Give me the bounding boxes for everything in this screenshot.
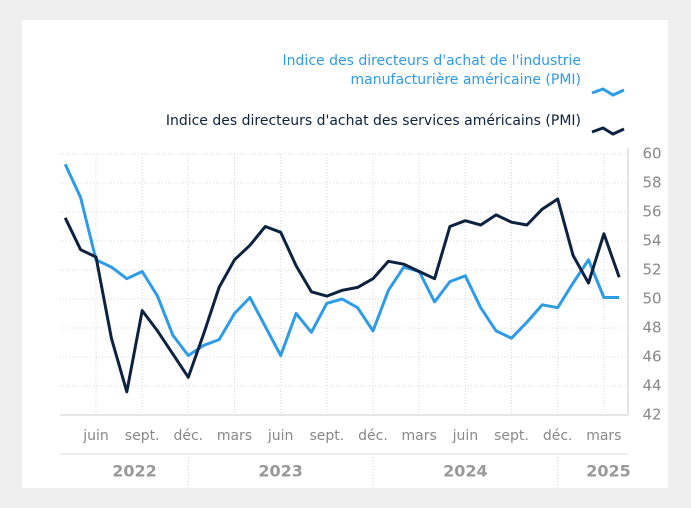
x-tick-label: mars <box>402 428 437 444</box>
y-tick-label: 56 <box>642 203 661 221</box>
legend-label: Indice des directeurs d'achat des servic… <box>165 113 581 129</box>
x-tick-label: juin <box>82 428 109 444</box>
y-tick-label: 52 <box>642 261 661 279</box>
x-tick-label: déc. <box>358 428 388 444</box>
year-label: 2024 <box>443 462 488 481</box>
x-tick-label: déc. <box>543 428 573 444</box>
series-line <box>63 163 620 357</box>
year-label: 2025 <box>586 462 631 481</box>
y-tick-label: 60 <box>642 145 661 163</box>
year-label: 2022 <box>112 462 157 481</box>
x-tick-label: juin <box>267 428 294 444</box>
x-tick-label: déc. <box>173 428 203 444</box>
x-tick-label: sept. <box>309 428 344 444</box>
y-tick-label: 54 <box>642 232 661 250</box>
legend-symbol <box>591 87 625 97</box>
legend-label: Indice des directeurs d'achat de l'indus… <box>282 53 581 88</box>
y-tick-label: 42 <box>642 406 661 424</box>
card <box>22 20 668 488</box>
y-tick-label: 58 <box>642 174 661 192</box>
x-tick-label: mars <box>217 428 252 444</box>
series-line <box>63 197 621 394</box>
year-label: 2023 <box>258 462 303 481</box>
x-tick-label: sept. <box>494 428 529 444</box>
y-tick-label: 48 <box>642 319 661 337</box>
x-tick-label: sept. <box>125 428 160 444</box>
x-tick-label: mars <box>586 428 621 444</box>
y-tick-label: 46 <box>642 348 661 366</box>
legend-symbol <box>591 126 625 136</box>
x-tick-label: juin <box>452 428 479 444</box>
y-tick-label: 50 <box>642 290 661 308</box>
y-tick-label: 44 <box>642 377 661 395</box>
